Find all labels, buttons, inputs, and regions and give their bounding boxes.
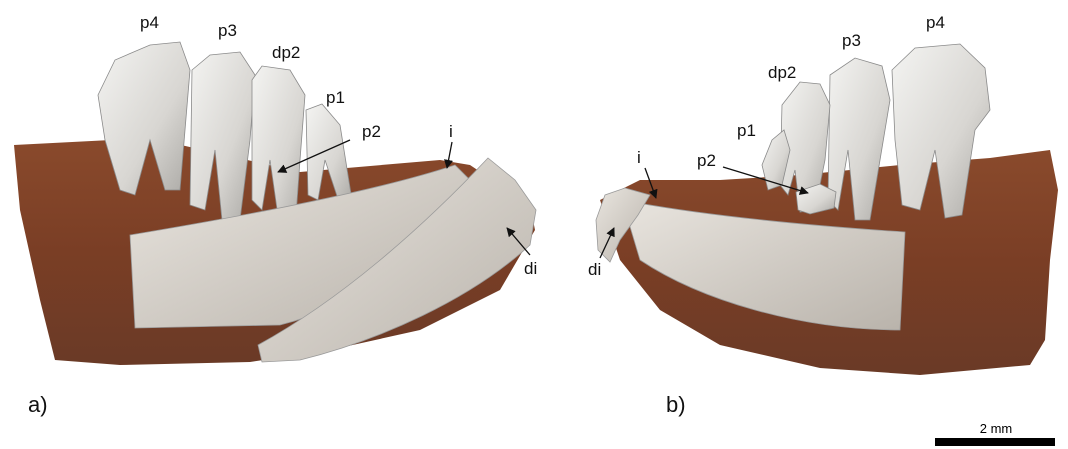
tooth-label: dp2 [768,63,796,82]
panel-label: b) [666,392,686,417]
tooth-label: p4 [140,13,159,32]
tooth-label: di [524,259,537,278]
tooth-label: i [449,122,453,141]
scale-bar-label: 2 mm [980,421,1013,436]
tooth-label: p3 [218,21,237,40]
panel-a [14,42,536,365]
tooth-label: i [637,148,641,167]
tooth-label: p1 [737,121,756,140]
scale-bar [935,438,1055,446]
panel-label: a) [28,392,48,417]
tooth-label: p2 [362,122,381,141]
tooth-label: p3 [842,31,861,50]
tooth-label: p2 [697,151,716,170]
tooth-label: dp2 [272,43,300,62]
figure: p4 p3 dp2 p1 p2 i di a) p1 dp2 p3 p4 p2 … [0,0,1068,449]
tooth-label: p4 [926,13,945,32]
tooth-label: di [588,260,601,279]
tooth-label: p1 [326,88,345,107]
page: {"panels": [ {"label": "a)", "annotation… [0,0,1068,449]
panel-b [596,44,1058,375]
